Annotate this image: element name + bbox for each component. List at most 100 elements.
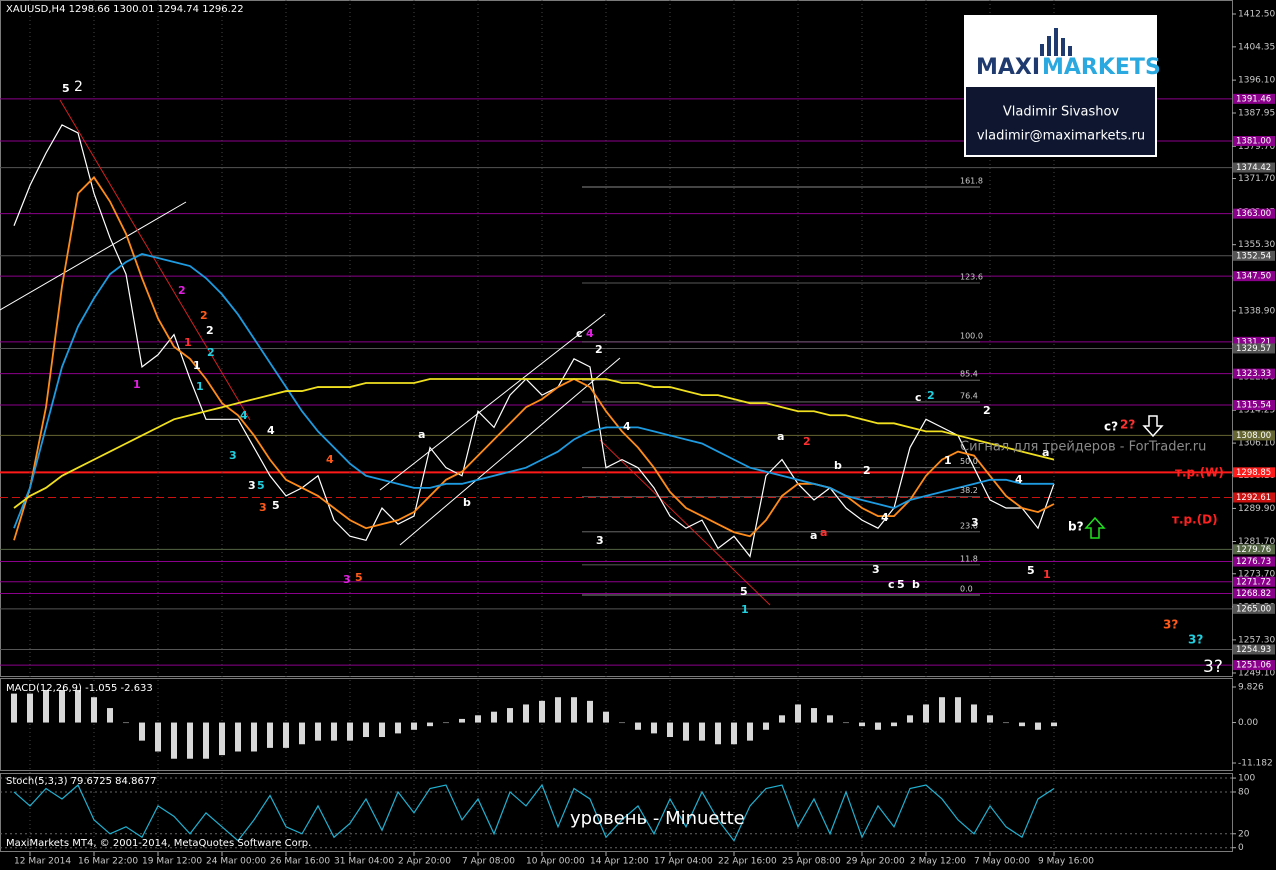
arrows <box>1084 415 1164 539</box>
level-label: 1329.57 <box>1236 344 1271 354</box>
wave-label: a <box>1042 446 1049 459</box>
channel-line <box>379 313 606 491</box>
wave-label: уровень - Minuette <box>570 808 745 829</box>
level-label-box <box>1233 603 1275 614</box>
wave-label: a <box>820 526 827 539</box>
x-tick-label: 7 May 00:00 <box>974 857 1030 867</box>
level-label-box <box>1233 544 1275 555</box>
wave-label: 3 <box>971 516 979 529</box>
level-label-box <box>1233 400 1275 411</box>
wave-label: т.р.(D) <box>1172 513 1218 527</box>
x-tick-label: 2 Apr 20:00 <box>398 857 451 867</box>
x-tick-label: 14 Apr 12:00 <box>590 857 649 867</box>
wave-label: 2 <box>206 324 214 337</box>
wave-label: 2 <box>927 389 935 402</box>
channel-line <box>399 357 621 546</box>
macd-bar <box>923 704 929 723</box>
wave-label: 1 <box>1043 568 1051 581</box>
wave-label: 1 <box>184 336 192 349</box>
macd-bar <box>875 722 881 730</box>
x-tick-label: 16 Mar 22:00 <box>78 857 138 867</box>
macd-bar <box>315 722 321 741</box>
level-label-box <box>1233 576 1275 587</box>
wave-label: 3 <box>343 573 351 586</box>
logo-bar <box>1068 46 1072 56</box>
macd-bar <box>59 689 65 723</box>
x-tick-label: 9 May 16:00 <box>1038 857 1094 867</box>
macd-header: MACD(12,26,9) -1.055 -2.633 <box>6 683 153 694</box>
stoch-line <box>13 783 1055 842</box>
trend-line <box>599 439 771 606</box>
macd-bar <box>891 722 897 727</box>
macd-bar <box>763 722 769 730</box>
macd-bar <box>491 711 497 723</box>
wave-label: 4 <box>623 420 631 433</box>
y-tick-label: 1306.10 <box>1238 439 1275 449</box>
wave-label: 2 <box>207 346 215 359</box>
level-label: 1254.93 <box>1236 645 1271 655</box>
macd-bar <box>1051 722 1057 727</box>
macd-bar <box>75 689 81 723</box>
logo-bar <box>1040 44 1044 56</box>
fib-label: 85.4 <box>960 370 978 379</box>
wave-label: 2 <box>74 79 83 95</box>
macd-bar <box>11 693 17 723</box>
x-tick-label: 7 Apr 08:00 <box>462 857 515 867</box>
logo-brand-a: MAXI <box>976 55 1040 80</box>
x-tick-label: 29 Apr 20:00 <box>846 857 905 867</box>
wave-label: 5 <box>740 585 748 598</box>
level-label: 1363.00 <box>1236 209 1271 219</box>
trend-line <box>59 99 251 421</box>
macd-bar <box>187 722 193 759</box>
level-label-box <box>1233 588 1275 599</box>
wave-label: Сигнал для трейдеров - ForTrader.ru <box>960 440 1206 455</box>
y-tick-label: 1281.70 <box>1238 537 1275 547</box>
y-tick-label: 1314.25 <box>1238 406 1275 416</box>
macd-bar <box>299 722 305 745</box>
macd-bar <box>635 722 641 730</box>
level-label-box <box>1233 208 1275 219</box>
wave-label: 3 <box>596 534 604 547</box>
x-tick-label: 10 Apr 00:00 <box>526 857 585 867</box>
wave-label: 4 <box>586 327 594 340</box>
macd-bar <box>523 704 529 723</box>
macd-bar <box>971 704 977 723</box>
wave-label: b? <box>1068 520 1084 534</box>
fib-label: 161.8 <box>960 177 983 186</box>
y-tick-label: -11.182 <box>1238 758 1273 768</box>
level-label: 1352.54 <box>1236 251 1271 261</box>
level-label-box <box>1233 271 1275 282</box>
wave-label: 3? <box>1163 618 1178 632</box>
macd-bar <box>827 715 833 723</box>
wave-label: 3 <box>872 563 880 576</box>
wave-label: 3 <box>229 449 237 462</box>
macd-bar <box>939 697 945 723</box>
level-label-box <box>1233 136 1275 147</box>
level-label: 1271.72 <box>1236 577 1271 587</box>
wave-label: 4 <box>326 453 334 466</box>
macd-bar <box>747 722 753 741</box>
macd-panel-frame <box>0 678 1233 771</box>
macd-bar <box>347 722 353 741</box>
level-label: 1323.33 <box>1236 369 1271 379</box>
fib-label: 23.6 <box>960 521 978 530</box>
wave-label: 3 <box>259 501 267 514</box>
down-arrow <box>1142 415 1164 438</box>
macd-bar <box>379 722 385 738</box>
macd-bar <box>171 722 177 759</box>
macd-bar <box>555 697 561 723</box>
wave-label: 4 <box>1015 473 1023 486</box>
y-tick-label: 1289.90 <box>1238 504 1275 514</box>
y-tick-label: 9.826 <box>1238 683 1264 693</box>
level-label: 1374.42 <box>1236 163 1271 173</box>
wave-label: 3 <box>248 479 256 492</box>
wave-label: c <box>888 578 895 591</box>
macd-bar <box>587 700 593 723</box>
macd-bar <box>795 704 801 723</box>
fib-label: 0.0 <box>960 585 973 594</box>
level-label-box <box>1233 556 1275 567</box>
logo-brand-b: MARKETS <box>1042 55 1161 80</box>
logo-bar <box>1047 36 1051 56</box>
macd-bar <box>219 722 225 756</box>
